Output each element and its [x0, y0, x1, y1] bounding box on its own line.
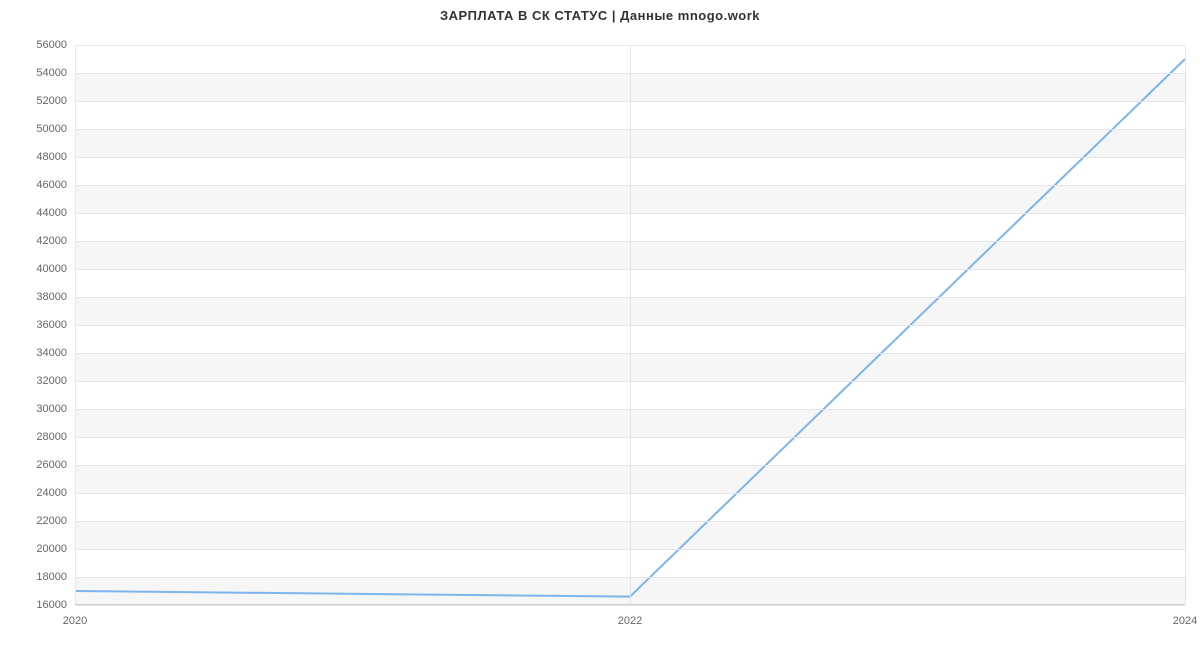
y-tick-label: 18000 [36, 571, 75, 583]
y-tick-label: 32000 [36, 375, 75, 387]
x-tick-label: 2020 [63, 605, 87, 627]
chart-title: ЗАРПЛАТА В СК СТАТУС | Данные mnogo.work [0, 8, 1200, 23]
y-tick-label: 54000 [36, 67, 75, 79]
y-tick-label: 56000 [36, 39, 75, 51]
x-tick-label: 2022 [618, 605, 642, 627]
y-tick-label: 40000 [36, 263, 75, 275]
x-gridline [75, 45, 76, 605]
y-tick-label: 28000 [36, 431, 75, 443]
y-tick-label: 52000 [36, 95, 75, 107]
y-tick-label: 26000 [36, 459, 75, 471]
salary-line-chart: ЗАРПЛАТА В СК СТАТУС | Данные mnogo.work… [0, 0, 1200, 650]
x-tick-label: 2024 [1173, 605, 1197, 627]
x-axis-line [75, 604, 1185, 605]
y-tick-label: 22000 [36, 515, 75, 527]
y-tick-label: 50000 [36, 123, 75, 135]
y-tick-label: 36000 [36, 319, 75, 331]
y-tick-label: 48000 [36, 151, 75, 163]
y-tick-label: 20000 [36, 543, 75, 555]
y-tick-label: 38000 [36, 291, 75, 303]
x-gridline [630, 45, 631, 605]
y-tick-label: 46000 [36, 179, 75, 191]
y-tick-label: 42000 [36, 235, 75, 247]
y-tick-label: 44000 [36, 207, 75, 219]
y-tick-label: 24000 [36, 487, 75, 499]
y-tick-label: 34000 [36, 347, 75, 359]
x-gridline [1185, 45, 1186, 605]
plot-area: 1600018000200002200024000260002800030000… [75, 45, 1185, 605]
y-tick-label: 30000 [36, 403, 75, 415]
